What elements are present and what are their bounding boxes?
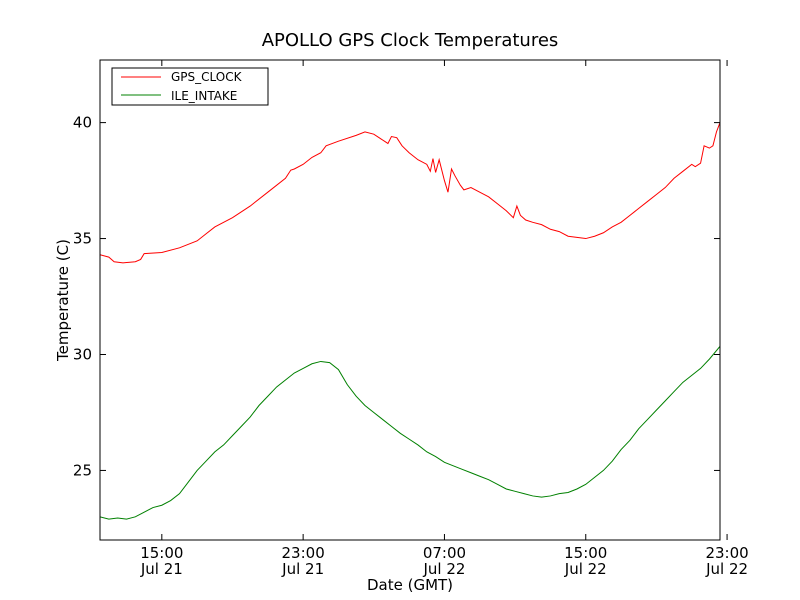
x-tick-label-time: 15:00 [564, 544, 607, 562]
legend: GPS_CLOCK ILE_INTAKE [111, 67, 269, 106]
legend-label-ile-intake: ILE_INTAKE [171, 89, 237, 103]
y-tick-label: 25 [73, 461, 92, 479]
x-tick-label-time: 07:00 [423, 544, 466, 562]
y-tick-label: 30 [73, 345, 92, 363]
x-tick-label-date: Jul 21 [140, 560, 183, 578]
x-tick-label-date: Jul 22 [564, 560, 607, 578]
y-axis-label: Temperature (C) [54, 239, 72, 362]
chart-title: APOLLO GPS Clock Temperatures [262, 30, 559, 51]
x-tick-label-date: Jul 22 [705, 560, 748, 578]
plot-frame [99, 59, 721, 541]
x-tick-label-time: 23:00 [282, 544, 325, 562]
legend-label-gps-clock: GPS_CLOCK [171, 70, 243, 84]
y-tick-label: 40 [73, 114, 92, 132]
x-tick-label-date: Jul 22 [422, 560, 465, 578]
x-axis-label: Date (GMT) [367, 576, 453, 594]
x-tick-label-time: 23:00 [705, 544, 748, 562]
series-line-gps-clock [100, 122, 720, 264]
y-tick-label: 35 [73, 230, 92, 248]
series-line-ile-intake [100, 346, 720, 520]
x-tick-label-date: Jul 21 [281, 560, 324, 578]
x-tick-label-time: 15:00 [140, 544, 183, 562]
series-layer [100, 122, 720, 520]
legend-box [111, 67, 269, 106]
